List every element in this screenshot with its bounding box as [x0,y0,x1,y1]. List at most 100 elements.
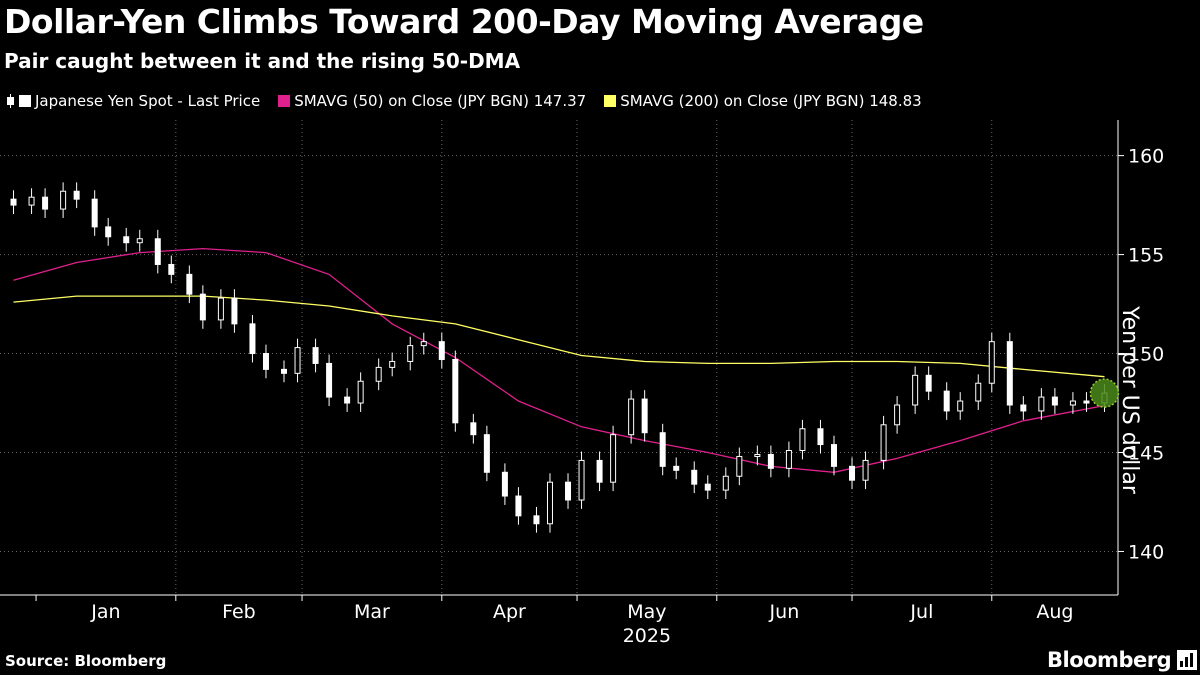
candle-body [641,398,648,434]
x-tick-label: Aug [1036,601,1073,623]
x-tick-label: Jul [909,601,933,623]
candle-body [862,459,869,481]
candle-body [943,390,950,412]
candle-body [1006,341,1013,406]
candle-body [785,450,792,469]
candle-body [231,297,238,325]
candle-body [501,471,508,497]
legend-label-sma50: SMAVG (50) on Close (JPY BGN) 147.37 [294,92,587,110]
legend-item-spot: Japanese Yen Spot - Last Price [6,92,260,110]
series-line-sma50 [13,247,1105,473]
candle-body [186,273,193,295]
latest-price-marker [1089,378,1120,408]
candle-body [722,475,729,491]
candle-body [407,345,414,362]
candle-body [880,424,887,461]
x-tick-label: Jan [90,601,120,623]
candle-body [389,360,396,368]
candle-body [249,323,256,355]
legend-swatch-spot [19,95,31,107]
y-tick-label: 145 [1128,443,1164,465]
candle-body [578,459,585,501]
x-tick-label: Feb [222,601,256,623]
candle-body [470,422,477,436]
candlestick-icon [6,94,15,108]
x-tick-label: May [627,601,666,623]
legend-label-sma200: SMAVG (200) on Close (JPY BGN) 148.83 [620,92,922,110]
candle-body [975,382,982,402]
candle-body [659,432,666,467]
legend-label-spot: Japanese Yen Spot - Last Price [35,92,261,110]
candle-body [817,428,824,446]
candle-body [767,453,774,469]
candle-body [912,374,919,406]
candle-body [849,465,856,481]
candle-body [42,196,49,210]
candle-body [262,353,269,370]
candle-body [628,398,635,436]
y-tick-label: 155 [1128,245,1164,267]
candle-body [925,374,932,392]
candle-body [1083,400,1090,404]
candle-body [957,400,964,412]
candle-body [60,190,67,210]
candle-body [799,428,806,452]
candle-body [533,515,540,525]
candle-body [420,341,427,347]
candle-body [988,341,995,384]
candle-body [1069,400,1076,406]
candle-body [136,238,143,244]
y-tick-label: 140 [1128,541,1164,563]
chart-subtitle: Pair caught between it and the rising 50… [4,49,521,73]
candle-body [10,198,17,206]
y-tick-label: 160 [1128,146,1164,168]
brand-logo: Bloomberg [1047,648,1172,672]
candle-body [515,495,522,517]
candle-body [754,453,761,457]
bloomberg-terminal-icon [1177,650,1197,670]
x-year-label: 2025 [623,625,671,647]
candle-body [344,396,351,404]
candle-body [123,236,130,244]
candle-body [375,366,382,382]
candle-body [73,190,80,200]
x-tick-label: Jun [769,601,800,623]
candle-body [105,226,112,238]
candle-body [281,368,288,374]
candle-body [830,444,837,467]
legend-item-sma200: SMAVG (200) on Close (JPY BGN) 148.83 [604,92,922,110]
legend-item-sma50: SMAVG (50) on Close (JPY BGN) 147.37 [278,92,586,110]
candle-body [596,459,603,483]
y-axis-label: Yen per US dollar [1117,306,1142,494]
candle-body [91,198,98,228]
x-tick-label: Mar [354,601,390,623]
candle-body [894,404,901,426]
candle-body [483,434,490,473]
series-line-sma200 [13,295,1105,378]
candle-body [438,341,445,360]
y-tick-label: 150 [1128,344,1164,366]
candle-body [1038,396,1045,412]
x-tick-label: Apr [493,601,526,623]
candle-body [610,434,617,483]
candle-body [217,297,224,321]
candle-body [312,347,319,364]
candle-body [1020,404,1027,412]
chart-legend: Japanese Yen Spot - Last Price SMAVG (50… [6,92,940,110]
candle-body [452,358,459,424]
candle-body [704,483,711,491]
candle-body [691,469,698,485]
source-note: Source: Bloomberg [5,652,167,670]
candle-body [168,263,175,275]
legend-swatch-sma50 [278,95,291,107]
candle-body [736,455,743,477]
candle-body [357,380,364,404]
legend-swatch-sma200 [604,95,617,107]
candle-body [1051,396,1058,406]
candle-body [546,481,553,525]
candle-body [154,238,161,265]
candle-body [673,465,680,471]
candle-body [28,196,35,206]
candle-body [199,293,206,321]
